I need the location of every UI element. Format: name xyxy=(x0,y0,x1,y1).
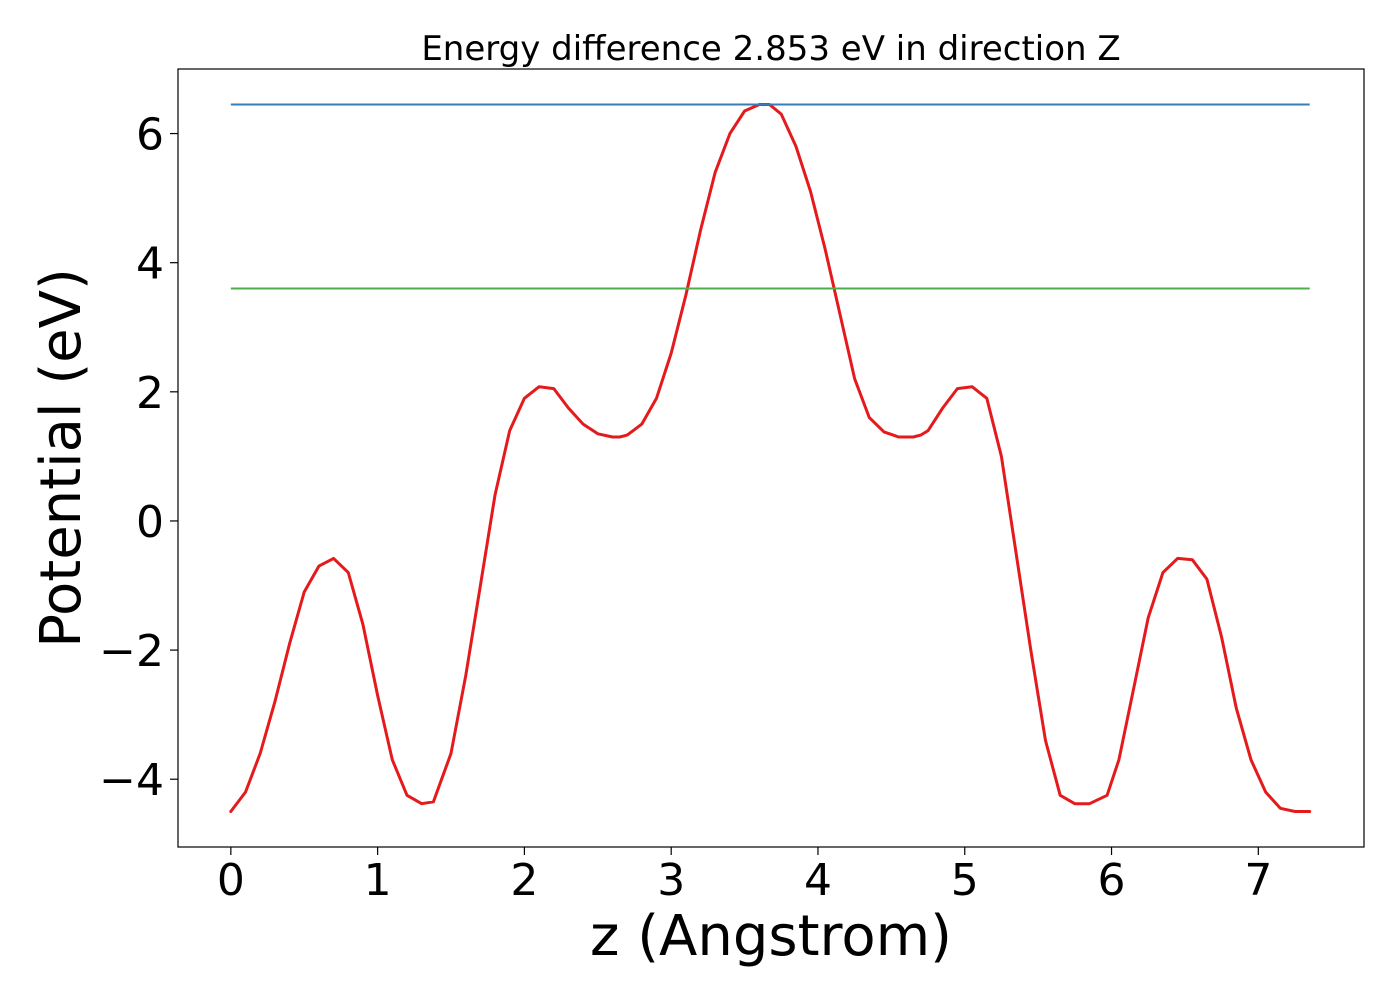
y-tick-label: −2 xyxy=(99,626,164,677)
x-tick-label: 4 xyxy=(804,855,832,906)
x-axis-label: z (Angstrom) xyxy=(590,904,952,969)
x-axis-ticks: 0 1 2 3 4 5 6 7 xyxy=(217,847,1272,906)
chart-title: Energy difference 2.853 eV in direction … xyxy=(421,29,1120,69)
y-axis-ticks: −4 −2 0 2 4 6 xyxy=(99,110,178,806)
y-axis-label: Potential (eV) xyxy=(29,268,94,648)
x-tick-label: 3 xyxy=(657,855,685,906)
x-tick-label: 6 xyxy=(1098,855,1126,906)
series-layer xyxy=(229,103,1312,813)
y-tick-label: 6 xyxy=(136,110,164,161)
potential-curve xyxy=(229,103,1312,813)
x-tick-label: 5 xyxy=(951,855,979,906)
x-tick-label: 7 xyxy=(1244,855,1272,906)
x-tick-label: 1 xyxy=(364,855,392,906)
y-tick-label: 4 xyxy=(136,239,164,290)
x-tick-label: 2 xyxy=(510,855,538,906)
y-tick-label: −4 xyxy=(99,755,164,806)
y-tick-label: 2 xyxy=(136,368,164,419)
plot-frame xyxy=(177,68,1365,848)
y-tick-label: 0 xyxy=(136,497,164,548)
x-tick-label: 0 xyxy=(217,855,245,906)
